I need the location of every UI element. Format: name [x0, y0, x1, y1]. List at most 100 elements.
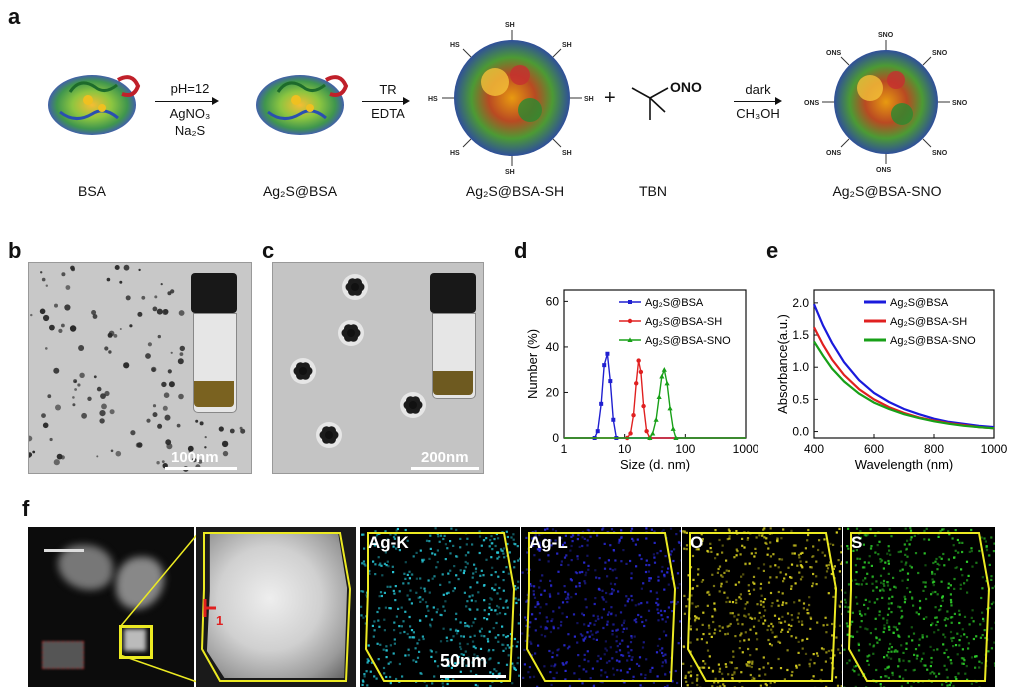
map-pixel	[876, 586, 878, 588]
map-pixel	[883, 656, 885, 658]
map-pixel	[469, 586, 471, 588]
map-pixel	[898, 658, 900, 660]
nanoparticle	[161, 283, 163, 285]
scale-bar-c	[411, 467, 479, 470]
map-pixel	[770, 682, 772, 684]
map-pixel	[888, 563, 890, 565]
map-pixel	[440, 640, 442, 642]
nanoparticle	[177, 424, 181, 428]
map-pixel	[372, 561, 374, 563]
map-pixel	[445, 558, 447, 560]
map-pixel	[432, 578, 434, 580]
map-pixel	[495, 571, 497, 573]
map-pixel	[656, 552, 658, 554]
map-pixel	[385, 645, 387, 647]
map-pixel	[924, 552, 926, 554]
map-pixel	[690, 665, 692, 667]
map-pixel	[753, 555, 755, 557]
map-pixel	[856, 558, 858, 560]
map-pixel	[458, 578, 460, 580]
map-pixel	[463, 570, 465, 572]
map-pixel	[875, 669, 877, 671]
map-pixel	[781, 616, 783, 618]
nanoparticle	[97, 387, 102, 392]
map-pixel	[578, 665, 580, 667]
map-pixel	[748, 590, 750, 592]
map-pixel	[806, 609, 808, 611]
map-pixel	[641, 588, 643, 590]
map-pixel	[711, 615, 713, 617]
map-pixel	[865, 687, 867, 688]
nanoparticle	[178, 394, 184, 400]
map-pixel	[966, 561, 968, 563]
map-pixel	[611, 588, 613, 590]
map-label-o: O	[690, 533, 703, 553]
map-pixel	[430, 649, 432, 651]
map-pixel	[782, 601, 784, 603]
map-pixel	[714, 557, 716, 559]
map-pixel	[630, 649, 632, 651]
map-pixel	[377, 620, 379, 622]
map-pixel	[704, 663, 706, 665]
map-pixel	[496, 613, 498, 615]
map-pixel	[811, 566, 813, 568]
map-pixel	[535, 629, 537, 631]
nanoparticle	[151, 367, 156, 372]
map-pixel	[557, 627, 559, 629]
map-pixel	[479, 535, 481, 537]
data-point	[644, 429, 648, 433]
map-pixel	[751, 618, 753, 620]
map-pixel	[825, 576, 827, 578]
nanoparticle	[158, 335, 161, 338]
map-pixel	[943, 564, 945, 566]
map-pixel	[472, 641, 474, 643]
map-pixel	[485, 537, 487, 539]
map-pixel	[517, 587, 519, 589]
map-pixel	[648, 571, 650, 573]
data-point	[654, 417, 659, 422]
legend-marker	[628, 319, 632, 323]
map-pixel	[898, 660, 900, 662]
map-pixel	[686, 544, 688, 546]
map-pixel	[888, 545, 890, 547]
map-pixel	[697, 573, 699, 575]
panel-label-b: b	[8, 238, 21, 264]
map-pixel	[869, 601, 871, 603]
legend-label: Ag₂S@BSA-SNO	[645, 335, 731, 347]
map-pixel	[657, 604, 659, 606]
map-pixel	[891, 596, 893, 598]
map-pixel	[807, 612, 809, 614]
map-pixel	[809, 663, 811, 665]
label-ag2s-bsa-sh: Ag₂S@BSA-SH	[455, 183, 575, 199]
map-pixel	[563, 644, 565, 646]
map-pixel	[924, 564, 926, 566]
svg-text:SNO: SNO	[932, 150, 948, 157]
step2-reagent-tr: TR	[368, 82, 408, 97]
map-pixel	[437, 665, 439, 667]
map-pixel	[411, 636, 413, 638]
map-pixel	[540, 606, 542, 608]
map-pixel	[947, 656, 949, 658]
svg-text:SH: SH	[584, 96, 594, 103]
map-pixel	[691, 602, 693, 604]
map-pixel	[981, 612, 983, 614]
map-pixel	[740, 671, 742, 673]
map-pixel	[907, 573, 909, 575]
map-pixel	[439, 541, 441, 543]
map-pixel	[421, 559, 423, 561]
map-pixel	[387, 565, 389, 567]
map-pixel	[905, 669, 907, 671]
map-pixel	[599, 557, 601, 559]
map-pixel	[601, 617, 603, 619]
map-pixel	[546, 528, 548, 530]
map-pixel	[876, 642, 878, 644]
map-pixel	[373, 620, 375, 622]
map-pixel	[878, 614, 880, 616]
nanoparticle	[124, 265, 130, 271]
map-pixel	[847, 606, 849, 608]
map-pixel	[871, 565, 873, 567]
map-pixel	[916, 655, 918, 657]
map-pixel	[513, 667, 515, 669]
nanoparticle	[50, 438, 53, 441]
